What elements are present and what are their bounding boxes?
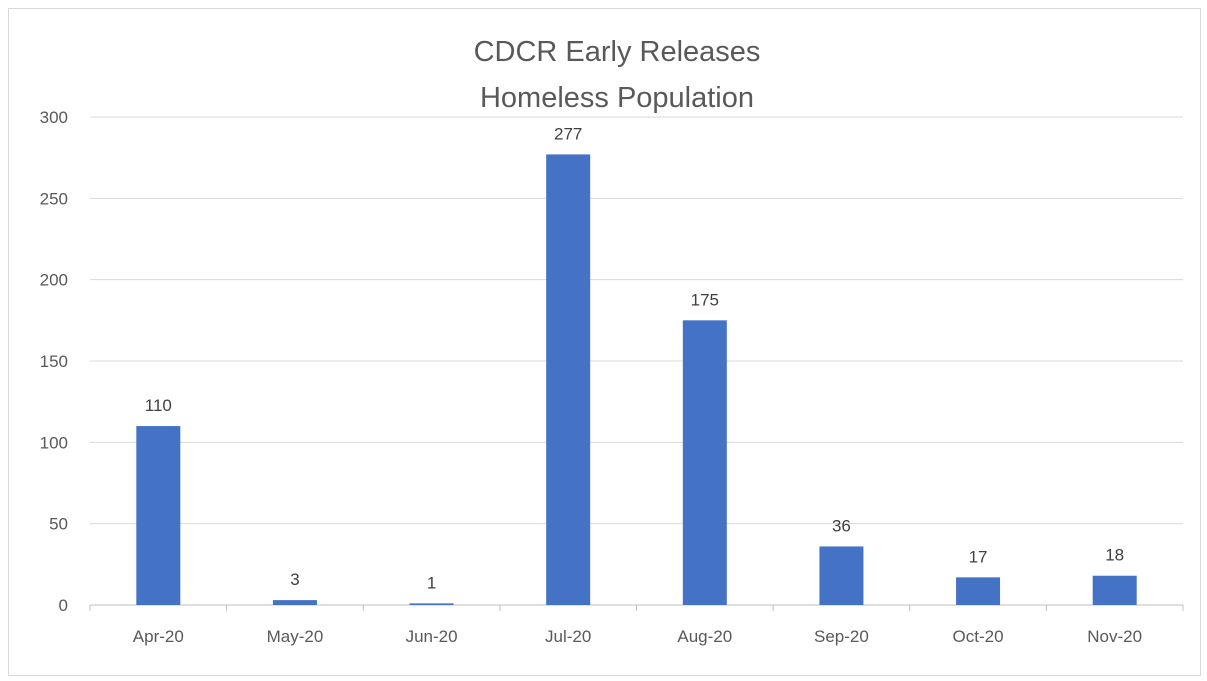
data-label: 277 (554, 124, 582, 143)
data-label: 3 (290, 570, 299, 589)
bars (136, 154, 1137, 605)
y-tick-label: 200 (40, 271, 68, 290)
axes: 0 50 100 150 200 250 300 Apr-20 May-20 Jun-20 Jul-… (40, 108, 1184, 646)
bar (819, 546, 864, 605)
data-label: 17 (969, 547, 988, 566)
x-tick-label: May-20 (267, 627, 324, 646)
data-label: 18 (1105, 546, 1124, 565)
y-tick-label: 150 (40, 352, 68, 371)
chart-title-line-1: CDCR Early Releases (474, 36, 761, 68)
x-tick-label: Oct-20 (953, 627, 1004, 646)
bar (1092, 575, 1137, 605)
bar (956, 577, 1001, 605)
chart-frame (8, 8, 1201, 676)
data-label: 36 (832, 516, 851, 535)
x-tick-label: Jun-20 (406, 627, 458, 646)
bar (136, 426, 181, 605)
data-label: 110 (145, 396, 172, 415)
x-tick-label: Jul-20 (545, 627, 591, 646)
x-tick-label: Nov-20 (1087, 627, 1142, 646)
data-label: 1 (427, 573, 436, 592)
x-tick-label: Sep-20 (814, 627, 869, 646)
y-tick-label: 100 (40, 433, 68, 452)
y-tick-label: 0 (59, 596, 68, 615)
y-tick-label: 50 (49, 515, 68, 534)
x-tick-label: Aug-20 (677, 627, 732, 646)
bar (409, 603, 454, 605)
data-label: 175 (691, 290, 719, 309)
gridlines (90, 116, 1183, 525)
y-tick-label: 250 (40, 189, 68, 208)
chart-title: CDCR Early Releases Homeless Population (474, 36, 761, 114)
bar (546, 154, 591, 605)
chart-title-line-2: Homeless Population (480, 82, 754, 114)
y-tick-label: 300 (40, 108, 68, 127)
x-tick-label: Apr-20 (133, 627, 184, 646)
data-labels: 110 3 1 277 175 36 17 18 (145, 124, 1124, 592)
bar (682, 320, 727, 605)
bar (272, 600, 317, 605)
